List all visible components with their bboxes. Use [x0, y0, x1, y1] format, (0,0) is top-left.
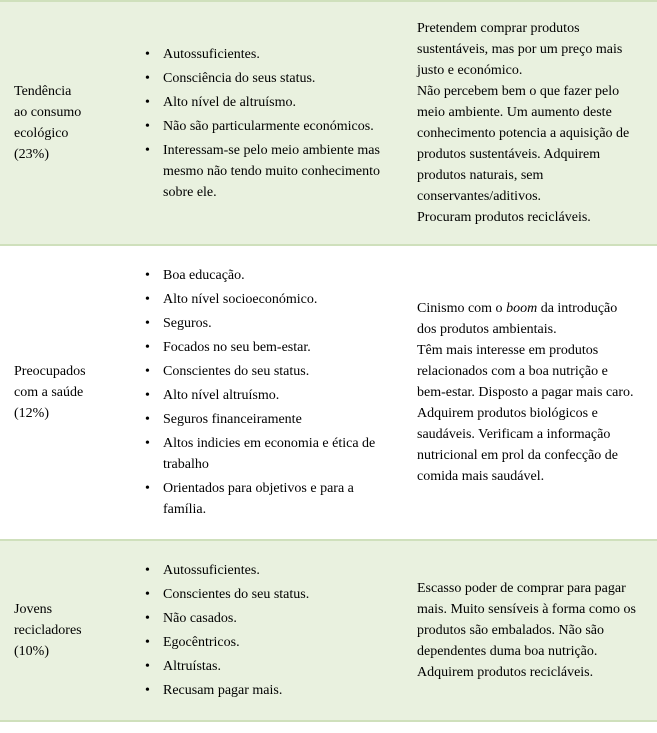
list-item: Consciência do seus status.: [145, 68, 393, 89]
bullet-list: Autossuficientes. Consciência do seus st…: [127, 44, 393, 203]
table-row: Jovens recicladores (10%) Autossuficient…: [0, 541, 657, 720]
list-item: Recusam pagar mais.: [145, 680, 393, 701]
list-item: Altruístas.: [145, 656, 393, 677]
list-item: Autossuficientes.: [145, 44, 393, 65]
bullet-list: Boa educação. Alto nível socioeconómico.…: [127, 265, 393, 520]
segment-description-text: Escasso poder de comprar para pagar mais…: [417, 578, 639, 683]
segment-label: Preocupados com a saúde (12%): [0, 246, 115, 539]
segment-description: Escasso poder de comprar para pagar mais…: [405, 541, 657, 720]
bullet-list: Autossuficientes. Conscientes do seu sta…: [127, 560, 393, 701]
segment-characteristics: Autossuficientes. Conscientes do seu sta…: [115, 541, 405, 720]
list-item: Orientados para objetivos e para a famíl…: [145, 478, 393, 520]
segment-description-text: Pretendem comprar produtos sustentáveis,…: [417, 18, 639, 228]
segment-label-text: Preocupados com a saúde (12%): [14, 361, 107, 424]
segment-characteristics: Boa educação. Alto nível socioeconómico.…: [115, 246, 405, 539]
list-item: Seguros financeiramente: [145, 409, 393, 430]
segment-description-text: Cinismo com o boom da introdução dos pro…: [417, 298, 639, 487]
list-item: Conscientes do seu status.: [145, 361, 393, 382]
segment-description: Pretendem comprar produtos sustentáveis,…: [405, 2, 657, 244]
segment-label: Jovens recicladores (10%): [0, 541, 115, 720]
list-item: Boa educação.: [145, 265, 393, 286]
list-item: Conscientes do seu status.: [145, 584, 393, 605]
segment-description: Cinismo com o boom da introdução dos pro…: [405, 246, 657, 539]
list-item: Focados no seu bem-estar.: [145, 337, 393, 358]
list-item: Não casados.: [145, 608, 393, 629]
list-item: Alto nível altruísmo.: [145, 385, 393, 406]
segment-characteristics: Autossuficientes. Consciência do seus st…: [115, 2, 405, 244]
list-item: Não são particularmente económicos.: [145, 116, 393, 137]
segment-label-text: Jovens recicladores (10%): [14, 599, 107, 662]
segment-label: Tendência ao consumo ecológico (23%): [0, 2, 115, 244]
list-item: Seguros.: [145, 313, 393, 334]
list-item: Alto nível de altruísmo.: [145, 92, 393, 113]
row-separator: [0, 720, 657, 722]
table-row: Tendência ao consumo ecológico (23%) Aut…: [0, 2, 657, 244]
list-item: Egocêntricos.: [145, 632, 393, 653]
list-item: Interessam-se pelo meio ambiente mas mes…: [145, 140, 393, 203]
list-item: Altos indicies em economia e ética de tr…: [145, 433, 393, 475]
table-body: Tendência ao consumo ecológico (23%) Aut…: [0, 0, 657, 722]
table-row: Preocupados com a saúde (12%) Boa educaç…: [0, 246, 657, 539]
list-item: Autossuficientes.: [145, 560, 393, 581]
segments-table: Tendência ao consumo ecológico (23%) Aut…: [0, 0, 657, 722]
list-item: Alto nível socioeconómico.: [145, 289, 393, 310]
segment-label-text: Tendência ao consumo ecológico (23%): [14, 81, 107, 165]
